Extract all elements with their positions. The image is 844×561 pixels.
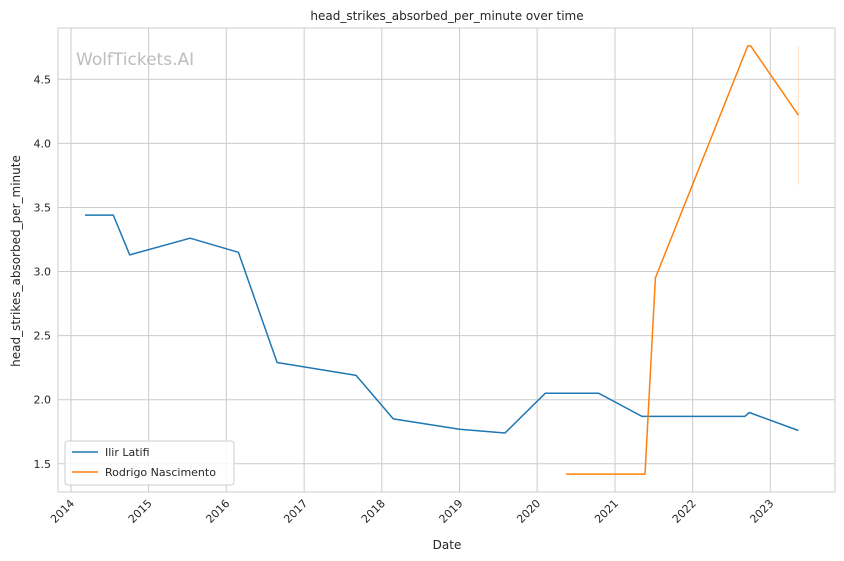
y-tick-label: 4.0 [34,137,52,150]
legend-label-ilir-latifi: Ilir Latifi [105,446,150,459]
x-tick-label: 2019 [437,497,466,526]
legend: Ilir Latifi Rodrigo Nascimento [64,440,235,486]
series-line-rodrigo-nascimento [566,45,800,475]
x-tick-label: 2021 [592,497,621,526]
legend-label-rodrigo-nascimento: Rodrigo Nascimento [105,466,216,479]
series-layer [85,45,800,475]
x-tick-label: 2018 [359,497,388,526]
series-line-ilir-latifi [85,214,799,434]
x-tick-label: 2023 [747,497,776,526]
grid-lines [58,28,835,492]
x-axis-ticks: 2014 2015 2016 2017 2018 2019 2020 2021 2022 2023 [48,497,776,526]
y-tick-label: 3.0 [34,266,52,279]
x-tick-label: 2020 [514,497,543,526]
legend-box [64,440,235,486]
watermark: WolfTickets.AI [76,50,194,70]
y-tick-label: 2.5 [34,330,52,343]
plot-frame [57,27,836,493]
y-tick-label: 1.5 [34,458,52,471]
x-tick-label: 2017 [281,497,310,526]
x-tick-label: 2015 [126,497,155,526]
x-tick-label: 2014 [48,497,77,526]
x-tick-label: 2022 [670,497,699,526]
y-tick-label: 4.5 [34,73,52,86]
y-tick-label: 3.5 [34,201,52,214]
x-axis-label: Date [433,538,462,552]
y-tick-label: 2.0 [34,394,52,407]
x-tick-label: 2016 [203,497,232,526]
y-axis-label: head_strikes_absorbed_per_minute [9,155,23,367]
chart-title: head_strikes_absorbed_per_minute over ti… [310,9,583,23]
y-axis-ticks: 1.5 2.0 2.5 3.0 3.5 4.0 4.5 [34,73,52,471]
